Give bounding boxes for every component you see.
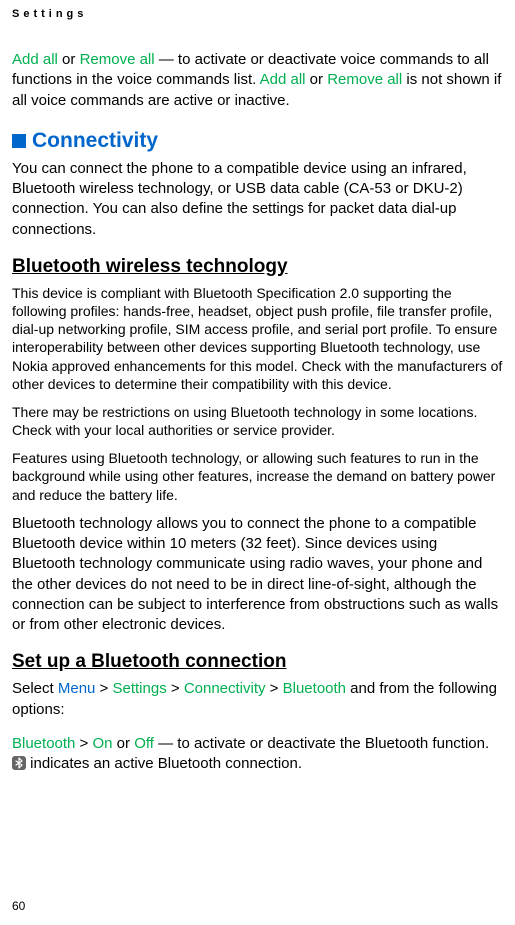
remove-all-link: Remove all bbox=[80, 51, 155, 68]
setup-p2: Bluetooth > On or Off — to activate or d… bbox=[12, 734, 503, 775]
text: or bbox=[58, 51, 80, 68]
btw-p2: There may be restrictions on using Bluet… bbox=[12, 403, 503, 439]
menu-link: Menu bbox=[58, 680, 96, 697]
setup-p1: Select Menu > Settings > Connectivity > … bbox=[12, 679, 503, 720]
btw-p1: This device is compliant with Bluetooth … bbox=[12, 284, 503, 393]
text: indicates an active Bluetooth connection… bbox=[26, 755, 302, 772]
connectivity-title: Connectivity bbox=[32, 129, 158, 153]
text: or bbox=[306, 71, 328, 88]
connectivity-link: Connectivity bbox=[184, 680, 266, 697]
setup-title: Set up a Bluetooth connection bbox=[12, 651, 503, 673]
text: or bbox=[113, 735, 135, 752]
text: > bbox=[167, 680, 184, 697]
off-link: Off bbox=[134, 735, 154, 752]
connectivity-heading: Connectivity bbox=[12, 129, 503, 153]
text: > bbox=[75, 735, 92, 752]
connectivity-paragraph: You can connect the phone to a compatibl… bbox=[12, 159, 503, 240]
remove-all-link-2: Remove all bbox=[327, 71, 402, 88]
btw-p4: Bluetooth technology allows you to conne… bbox=[12, 514, 503, 636]
bluetooth-link: Bluetooth bbox=[283, 680, 346, 697]
page-header: Settings bbox=[12, 8, 503, 20]
btw-title: Bluetooth wireless technology bbox=[12, 256, 503, 278]
page-number: 60 bbox=[12, 899, 25, 913]
text: > bbox=[95, 680, 112, 697]
add-all-link-2: Add all bbox=[260, 71, 306, 88]
bluetooth-icon bbox=[12, 756, 26, 770]
on-link: On bbox=[93, 735, 113, 752]
intro-paragraph: Add all or Remove all — to activate or d… bbox=[12, 50, 503, 111]
bluetooth-link-2: Bluetooth bbox=[12, 735, 75, 752]
btw-p3: Features using Bluetooth technology, or … bbox=[12, 449, 503, 504]
section-marker-icon bbox=[12, 134, 26, 148]
add-all-link: Add all bbox=[12, 51, 58, 68]
text: > bbox=[266, 680, 283, 697]
text: Select bbox=[12, 680, 58, 697]
text: — to activate or deactivate the Bluetoot… bbox=[154, 735, 489, 752]
settings-link: Settings bbox=[113, 680, 167, 697]
